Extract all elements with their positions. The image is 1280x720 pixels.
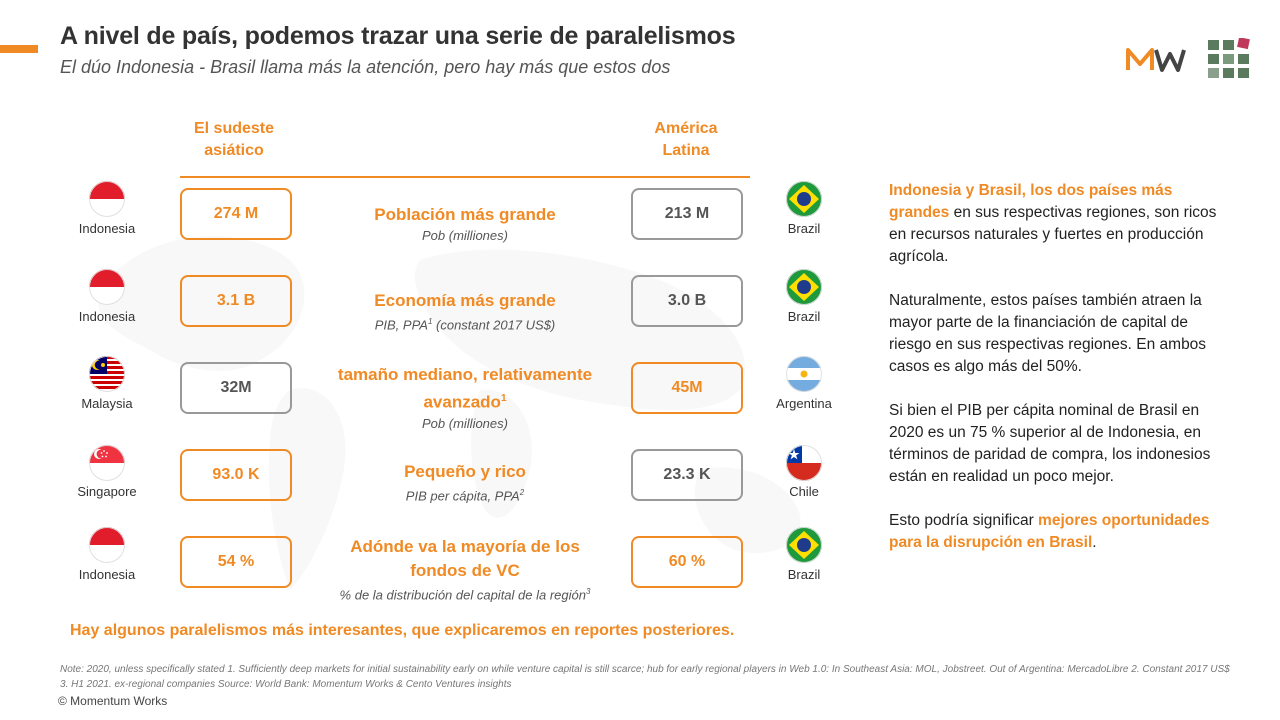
argentina-flag-icon	[786, 356, 822, 392]
indonesia-flag-icon	[89, 269, 125, 305]
row-sublabel: PIB, PPA1 (constant 2017 US$)	[300, 313, 630, 334]
world-map-watermark-icon	[98, 236, 801, 590]
malaysia-flag-icon	[89, 356, 125, 392]
row-label-group: tamaño mediano, relativamente avanzado1 …	[300, 363, 630, 433]
row-label-line1: Adónde va la mayoría de los	[350, 537, 580, 556]
commentary-text: en sus respectivas regiones, son ricos e…	[889, 204, 1217, 265]
row-sublabel-main: PIB, PPA	[374, 317, 428, 333]
right-value-box: 45M	[631, 362, 743, 414]
right-country-label: Chile	[789, 484, 819, 499]
commentary-text: .	[1092, 534, 1097, 551]
singapore-flag-icon	[89, 445, 125, 481]
row-label-group: Economía más grande PIB, PPA1 (constant …	[300, 289, 630, 334]
right-country-label: Brazil	[787, 567, 821, 582]
left-country-label: Indonesia	[78, 567, 136, 582]
row-label-group: Población más grande Pob (milliones)	[300, 203, 630, 245]
left-value-box: 274 M	[180, 188, 292, 240]
brazil-flag-icon	[786, 527, 822, 563]
footnote-marker: 3	[585, 587, 591, 596]
row-sublabel: Pob (milliones)	[422, 228, 508, 243]
commentary-paragraph: Indonesia y Brasil, los dos países más g…	[889, 180, 1234, 268]
row-label: Economía más grande	[374, 291, 556, 310]
copyright: © Momentum Works	[58, 694, 168, 708]
row-sublabel: % de la distribución del capital de la r…	[300, 583, 630, 604]
bottom-callout: Hay algunos paralelismos más interesante…	[70, 622, 735, 639]
footnote-marker: 1	[427, 317, 433, 326]
right-value-box: 60 %	[631, 536, 743, 588]
brazil-flag-icon	[786, 269, 822, 305]
column-header-latin-america: América Latina	[654, 120, 718, 159]
row-label-line2: avanzado1	[300, 387, 630, 415]
footnote: Note: 2020, unless specifically stated 1…	[60, 664, 1230, 690]
commentary-panel: Indonesia y Brasil, los dos países más g…	[889, 180, 1234, 576]
indonesia-flag-icon	[89, 527, 125, 563]
accent-bar	[0, 45, 38, 53]
footnote-marker: 2	[519, 488, 525, 497]
row-label-group: Pequeño y rico PIB per cápita, PPA2	[300, 460, 630, 505]
right-value-box: 213 M	[631, 188, 743, 240]
row-sublabel-rest: (constant 2017 US$)	[432, 317, 556, 333]
commentary-paragraph: Si bien el PIB per cápita nominal de Bra…	[889, 402, 1211, 485]
left-value-box: 93.0 K	[180, 449, 292, 501]
page-subtitle: El dúo Indonesia - Brasil llama más la a…	[60, 57, 671, 77]
row-sublabel-main: PIB per cápita, PPA	[405, 488, 520, 504]
row-label-group: Adónde va la mayoría de los fondos de VC…	[300, 535, 630, 604]
row-sublabel-main: % de la distribución del capital de la r…	[339, 587, 586, 603]
commentary-paragraph: Naturalmente, estos países también atrae…	[889, 292, 1207, 375]
commentary-highlight: Indonesia y Brasil, los dos países más g…	[889, 182, 1173, 221]
left-value-box: 32M	[180, 362, 292, 414]
right-value-box: 3.0 B	[631, 275, 743, 327]
row-label-line2: fondos de VC	[410, 561, 520, 580]
commentary-highlight: mejores oportunidades para la disrupción…	[889, 512, 1210, 551]
commentary-paragraph: Esto podría significar mejores oportunid…	[889, 510, 1234, 554]
left-country-label: Indonesia	[78, 221, 136, 236]
right-country-label: Argentina	[776, 396, 832, 411]
page-title: A nivel de país, podemos trazar una seri…	[60, 22, 736, 50]
row-label-text: avanzado	[423, 392, 501, 412]
chile-flag-icon	[786, 445, 822, 481]
brazil-flag-icon	[786, 181, 822, 217]
row-label: Pequeño y rico	[404, 462, 526, 481]
left-country-label: Indonesia	[78, 309, 136, 324]
left-country-label: Malaysia	[81, 396, 133, 411]
footnote-marker: 1	[500, 393, 507, 404]
row-sublabel: Pob (milliones)	[422, 415, 508, 431]
left-value-box: 54 %	[180, 536, 292, 588]
left-value-box: 3.1 B	[180, 275, 292, 327]
row-label-line1: tamaño mediano, relativamente	[337, 365, 593, 384]
right-country-label: Brazil	[787, 221, 821, 236]
partner-grid-logo-icon	[1208, 38, 1250, 78]
left-country-label: Singapore	[77, 484, 137, 499]
commentary-text: Esto podría significar	[889, 512, 1039, 529]
header-divider	[180, 176, 750, 178]
row-label: Población más grande	[374, 205, 556, 224]
right-country-label: Brazil	[787, 309, 821, 324]
indonesia-flag-icon	[89, 181, 125, 217]
right-value-box: 23.3 K	[631, 449, 743, 501]
momentum-works-logo-icon	[1126, 48, 1186, 72]
row-sublabel: PIB per cápita, PPA2	[300, 484, 630, 505]
column-header-southeast-asia: El sudeste asiático	[193, 120, 275, 159]
